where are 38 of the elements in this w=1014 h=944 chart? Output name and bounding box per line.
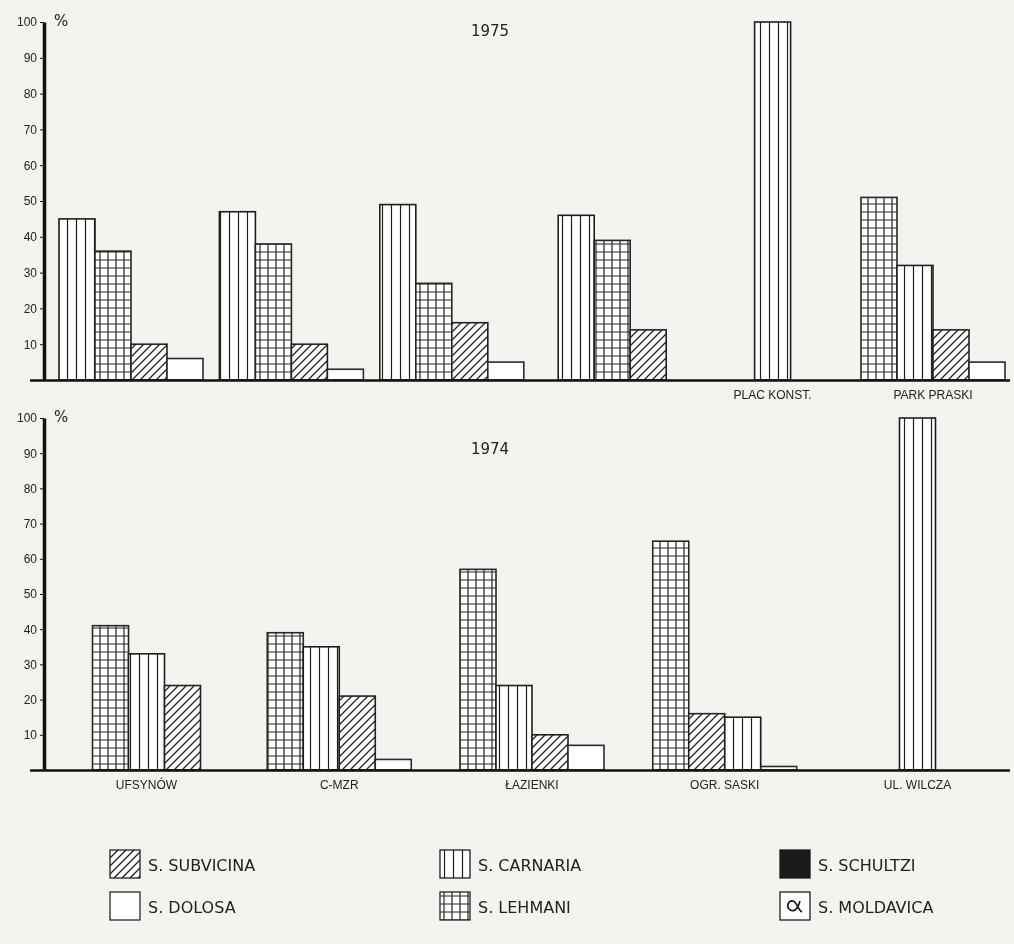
y-tick-label: 80 xyxy=(23,86,38,101)
y-tick-label: 50 xyxy=(23,194,38,209)
y-tick-label: 90 xyxy=(23,51,38,66)
y-tick-label: 50 xyxy=(23,587,38,602)
y-tick-label: 70 xyxy=(23,122,38,137)
x-tick-label: UFSYNÓW xyxy=(115,776,178,792)
legend-label: S. SUBVICINA xyxy=(148,856,256,875)
y-axis-title: % xyxy=(54,408,69,426)
x-tick-label: C-MZR xyxy=(319,777,359,792)
y-tick-label: 10 xyxy=(23,728,38,743)
legend-label: S. MOLDAVICA xyxy=(818,898,934,917)
x-tick-label: PLAC KONST. xyxy=(733,387,812,402)
chart-title: 1975 xyxy=(470,22,510,40)
y-tick-label: 30 xyxy=(23,657,38,672)
legend-label: S. CARNARIA xyxy=(478,856,582,875)
x-tick-label: UL. WILCZA xyxy=(883,777,952,792)
x-tick-label: PARK PRASKI xyxy=(893,387,973,402)
legend-label: S. DOLOSA xyxy=(148,898,236,917)
x-tick-label: ŁAZIENKI xyxy=(505,777,559,792)
y-tick-label: 90 xyxy=(23,446,38,461)
y-tick-label: 40 xyxy=(23,622,38,637)
text: 1974 xyxy=(470,440,510,458)
y-tick-label: 80 xyxy=(23,481,38,496)
y-tick-label: 10 xyxy=(23,337,38,352)
y-tick-label: 40 xyxy=(23,230,38,245)
y-tick-label: 70 xyxy=(23,516,38,531)
y-tick-label: 100 xyxy=(16,15,38,30)
y-tick-label: 60 xyxy=(23,158,38,173)
y-tick-label: 20 xyxy=(23,301,38,316)
x-tick-label: OGR. SASKI xyxy=(690,777,760,792)
y-tick-label: 30 xyxy=(23,265,38,280)
y-tick-label: 60 xyxy=(23,552,38,567)
y-tick-label: 20 xyxy=(23,692,38,707)
legend-label: S. SCHULTZI xyxy=(818,856,916,875)
y-axis-title: % xyxy=(54,12,69,30)
y-tick-label: 100 xyxy=(16,411,38,426)
legend-label: S. LEHMANI xyxy=(478,898,571,917)
bar xyxy=(898,417,937,771)
